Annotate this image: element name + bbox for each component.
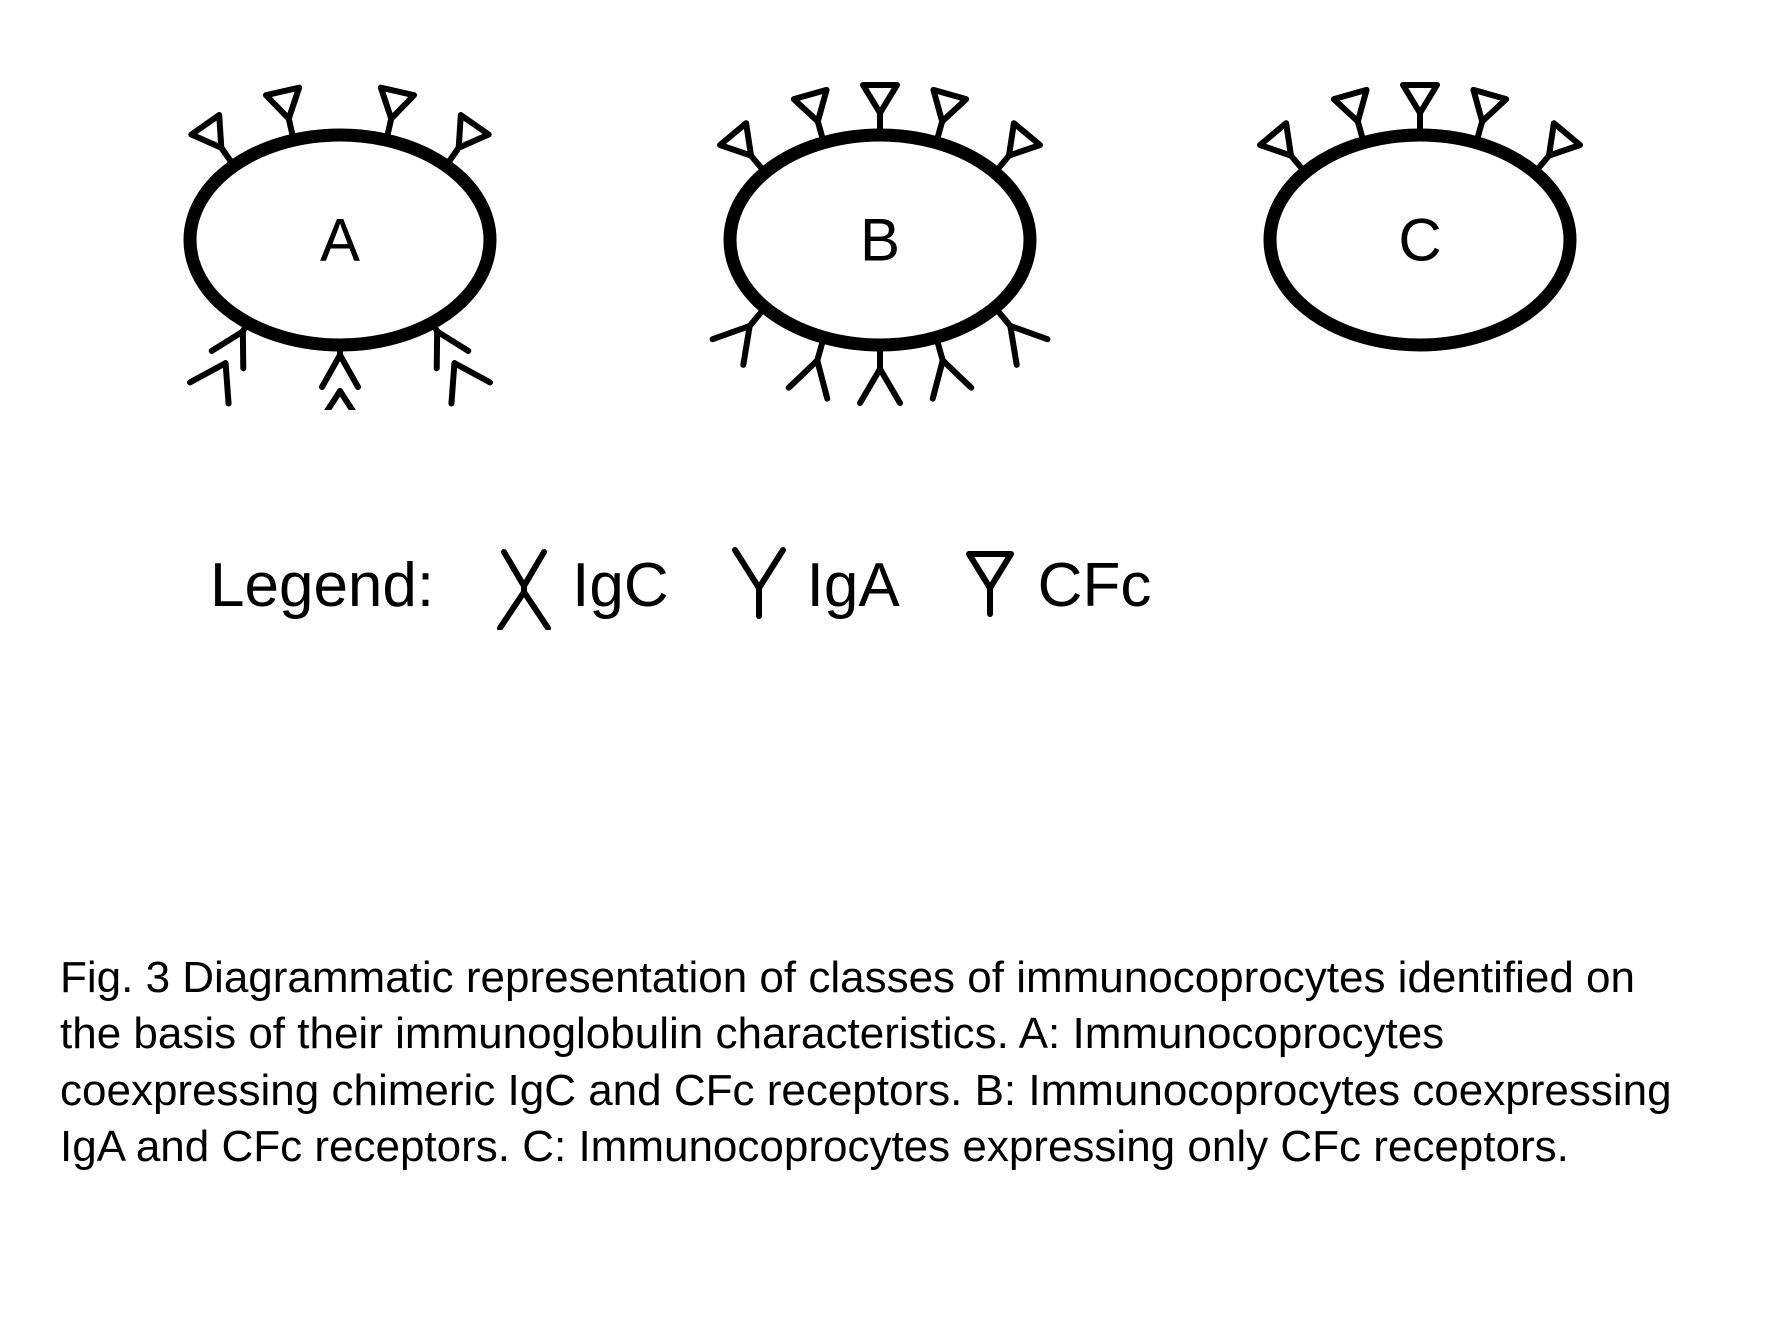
legend-item-igc: IgC xyxy=(494,540,668,630)
legend-item-cfc: CFc xyxy=(960,540,1152,630)
cell-A: A xyxy=(90,60,590,410)
cfc-icon xyxy=(960,540,1020,630)
figure-caption: Fig. 3 Diagrammatic representation of cl… xyxy=(60,950,1705,1175)
cell-label-C: C xyxy=(1398,206,1441,275)
cells-row: A B C xyxy=(90,60,1670,410)
caption-body: Diagrammatic representation of classes o… xyxy=(60,953,1672,1171)
legend-label-igc: IgC xyxy=(572,550,668,621)
legend-label-cfc: CFc xyxy=(1038,550,1152,621)
cell-label-A: A xyxy=(320,206,360,275)
caption-lead: Fig. 3 xyxy=(60,953,170,1002)
iga-icon xyxy=(729,540,789,630)
legend: Legend: IgC IgA CFc xyxy=(210,540,1550,630)
igc-icon xyxy=(494,540,554,630)
cell-C: C xyxy=(1170,60,1670,410)
cell-label-B: B xyxy=(860,206,900,275)
legend-title: Legend: xyxy=(210,550,434,621)
legend-label-iga: IgA xyxy=(807,550,900,621)
legend-item-iga: IgA xyxy=(729,540,900,630)
cell-B: B xyxy=(630,60,1130,410)
